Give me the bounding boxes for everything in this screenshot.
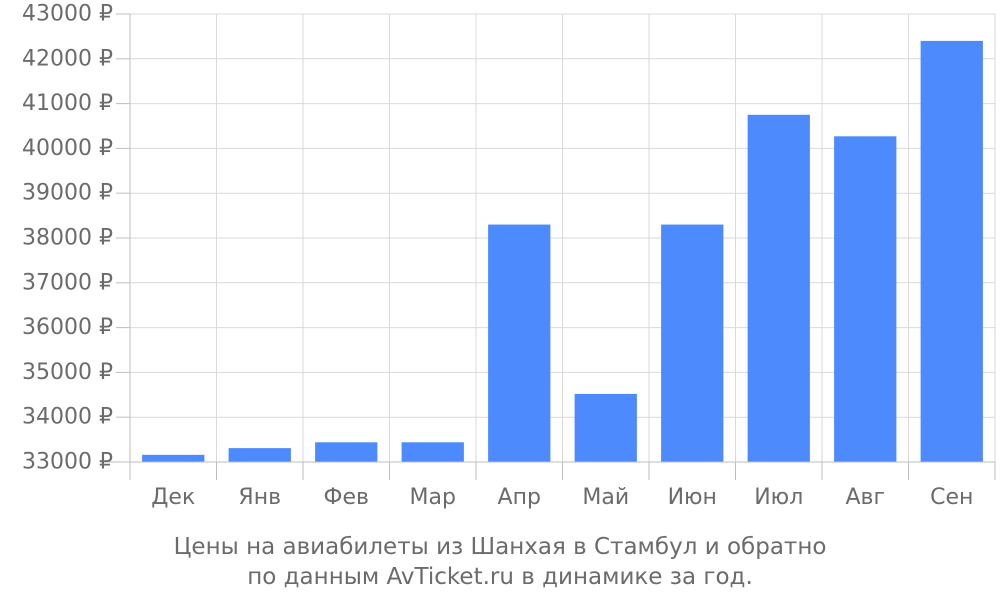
y-tick-label: 34000 ₽ [22, 405, 113, 430]
bar [747, 114, 810, 463]
bar [488, 224, 551, 462]
bar [142, 454, 205, 462]
y-tick-label: 40000 ₽ [22, 136, 113, 161]
bar [315, 442, 378, 462]
y-tick-label: 39000 ₽ [22, 181, 113, 206]
x-tick-label: Фев [324, 485, 369, 510]
y-tick-label: 33000 ₽ [22, 450, 113, 475]
x-tick-label: Апр [498, 485, 541, 510]
x-tick-label: Янв [238, 485, 281, 510]
x-tick-label: Мар [410, 485, 456, 510]
bar [228, 448, 291, 462]
bar [834, 136, 897, 462]
x-tick-label: Май [582, 485, 629, 510]
x-tick-label: Дек [151, 485, 195, 510]
x-tick-label: Сен [930, 485, 973, 510]
y-tick-label: 37000 ₽ [22, 270, 113, 295]
y-tick-label: 41000 ₽ [22, 91, 113, 116]
chart-caption-line-2: по данным AvTicket.ru в динамике за год. [247, 564, 753, 590]
bars-layer [142, 40, 983, 463]
y-tick-label: 38000 ₽ [22, 226, 113, 251]
x-tick-label: Авг [845, 485, 885, 510]
bar [401, 442, 464, 462]
bar [661, 224, 724, 462]
bar [920, 40, 983, 462]
axis-layer [100, 13, 996, 480]
tick-labels-layer: 33000 ₽ 34000 ₽ 35000 ₽ 36000 ₽ 37000 ₽ 38000… [22, 2, 973, 511]
chart-caption-line-1: Цены на авиабилеты из Шанхая в Стамбул и… [173, 534, 827, 560]
x-tick-label: Июл [754, 485, 803, 510]
y-tick-label: 43000 ₽ [22, 2, 113, 27]
x-tick-label: Июн [668, 485, 717, 510]
bar [574, 393, 637, 462]
y-tick-label: 42000 ₽ [22, 46, 113, 71]
y-tick-label: 35000 ₽ [22, 360, 113, 385]
y-tick-label: 36000 ₽ [22, 315, 113, 340]
